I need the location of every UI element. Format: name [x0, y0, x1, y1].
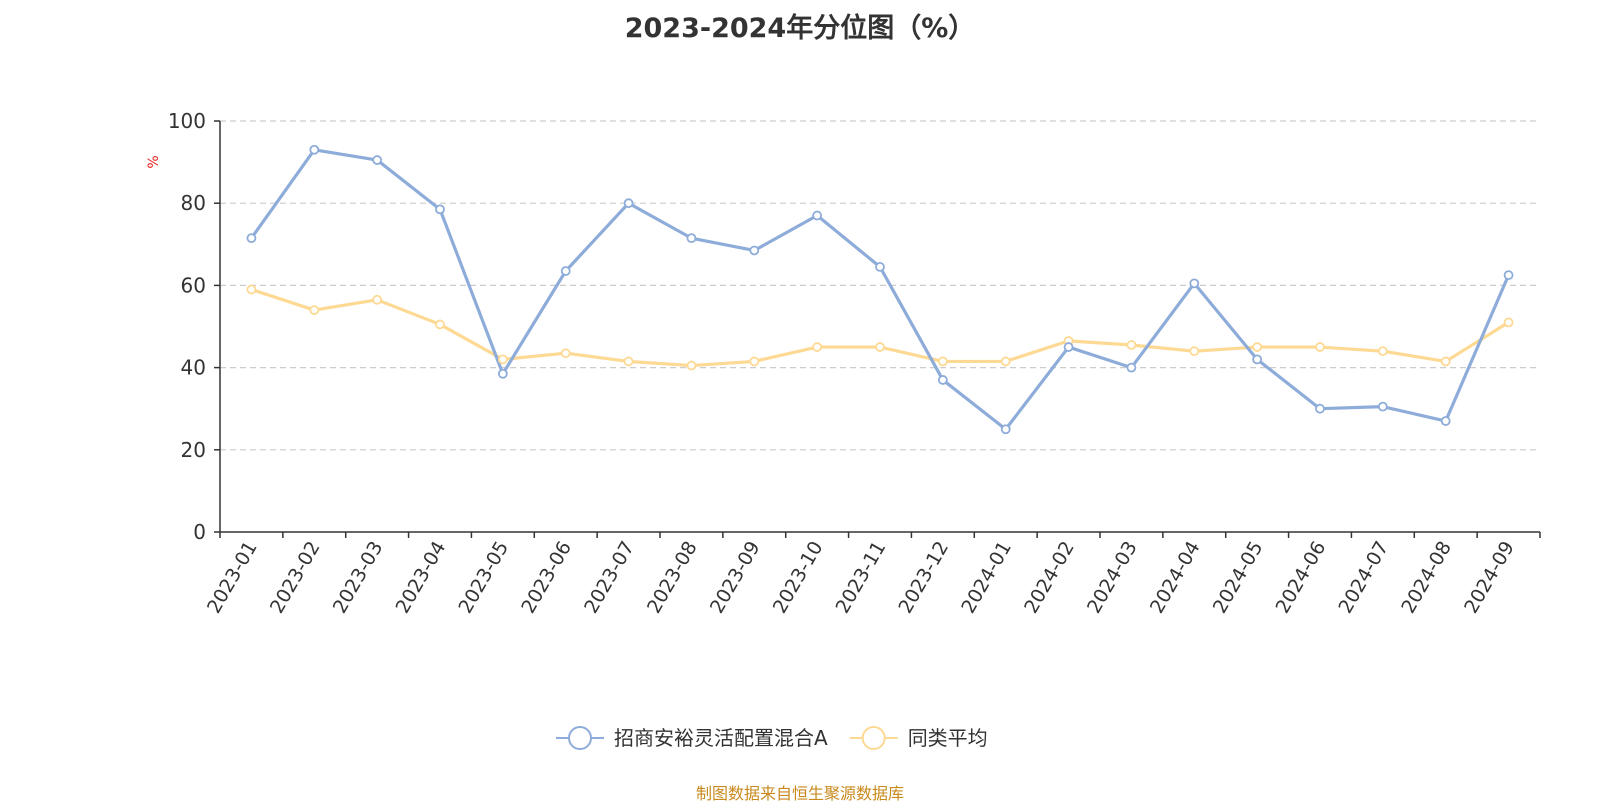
data-point [497, 368, 508, 379]
x-tick-label: 2024-04 [1146, 538, 1205, 618]
data-point [1000, 356, 1011, 367]
data-point [372, 155, 383, 165]
x-tick-label: 2023-05 [454, 538, 513, 618]
y-tick-label: 60 [181, 273, 206, 297]
y-tick-label: 80 [181, 191, 206, 215]
data-point [1063, 342, 1074, 352]
data-point [246, 233, 257, 244]
legend-label: 同类平均 [908, 726, 988, 750]
data-point [560, 266, 571, 276]
data-point [686, 360, 697, 371]
data-point [1503, 317, 1514, 328]
data-point [1000, 424, 1011, 435]
data-point [1315, 403, 1325, 414]
chart-title: 2023-2024年分位图（%） [624, 13, 976, 44]
legend-circle-marker [861, 726, 886, 750]
legend-item[interactable]: 招商安裕灵活配置混合A [556, 726, 828, 750]
x-tick-label: 2023-10 [769, 538, 828, 618]
x-tick-label: 2023-08 [643, 538, 702, 618]
axes: 0 20 40 60 80 100 2023-01 2023-02 2023-03 2023-04… [168, 109, 1541, 618]
data-point [1440, 356, 1451, 367]
data-point [1252, 354, 1263, 365]
data-point [812, 342, 823, 352]
x-tick-label: 2023-12 [894, 538, 953, 618]
data-point [246, 284, 257, 295]
data-point [1503, 270, 1514, 281]
grid-lines [220, 120, 1540, 451]
x-tick-label: 2023-01 [203, 538, 262, 618]
x-tick-label: 2023-07 [580, 538, 639, 618]
x-tick-label: 2024-06 [1272, 538, 1331, 618]
data-point [1126, 362, 1137, 373]
data-point [937, 356, 948, 367]
data-point [749, 245, 760, 256]
series-lines [246, 144, 1514, 435]
series-line [250, 148, 1511, 431]
y-tick-label: 20 [181, 438, 206, 462]
y-tick-label: 40 [181, 356, 206, 380]
legend[interactable]: 招商安裕灵活配置混合A 同类平均 [556, 726, 988, 750]
x-tick-label: 2024-02 [1020, 538, 1079, 618]
x-tick-label: 2024-09 [1460, 538, 1519, 618]
legend-item[interactable]: 同类平均 [849, 726, 988, 750]
data-point [1126, 340, 1137, 350]
x-tick-label: 2024-07 [1334, 538, 1393, 618]
y-axis-unit-label: % [146, 155, 162, 168]
data-point [1189, 346, 1200, 357]
legend-circle-marker [568, 726, 592, 750]
y-tick-label: 100 [168, 109, 206, 133]
x-tick-label: 2023-06 [517, 538, 576, 618]
data-point [372, 294, 383, 305]
data-point [435, 204, 445, 215]
data-point [875, 262, 885, 272]
data-point [749, 356, 760, 367]
source-note: 制图数据来自恒生聚源数据库 [695, 784, 904, 803]
data-point [686, 233, 697, 244]
x-tick-label: 2024-05 [1209, 538, 1268, 618]
data-point [1252, 342, 1263, 352]
legend-label: 招商安裕灵活配置混合A [614, 726, 828, 750]
data-point [309, 144, 320, 155]
x-tick-label: 2023-04 [392, 538, 451, 618]
data-point [435, 319, 445, 330]
data-point [560, 348, 571, 359]
data-point [812, 210, 823, 221]
data-point [623, 356, 634, 367]
data-point [937, 375, 948, 385]
data-point [1377, 401, 1388, 412]
data-point [1189, 278, 1200, 289]
y-tick-label: 0 [193, 520, 206, 544]
x-tick-label: 2023-02 [266, 538, 325, 618]
x-tick-label: 2023-11 [832, 538, 891, 618]
x-tick-label: 2024-08 [1397, 538, 1456, 618]
x-tick-label: 2024-01 [957, 538, 1016, 618]
x-tick-label: 2023-03 [329, 538, 388, 618]
x-tick-label: 2023-09 [706, 538, 765, 618]
data-point [309, 305, 320, 315]
data-point [1315, 342, 1325, 352]
data-point [497, 354, 508, 365]
x-tick-label: 2024-03 [1083, 538, 1142, 618]
data-point [1377, 346, 1388, 357]
data-point [1440, 416, 1451, 426]
data-point [623, 198, 634, 209]
data-point [875, 342, 885, 352]
